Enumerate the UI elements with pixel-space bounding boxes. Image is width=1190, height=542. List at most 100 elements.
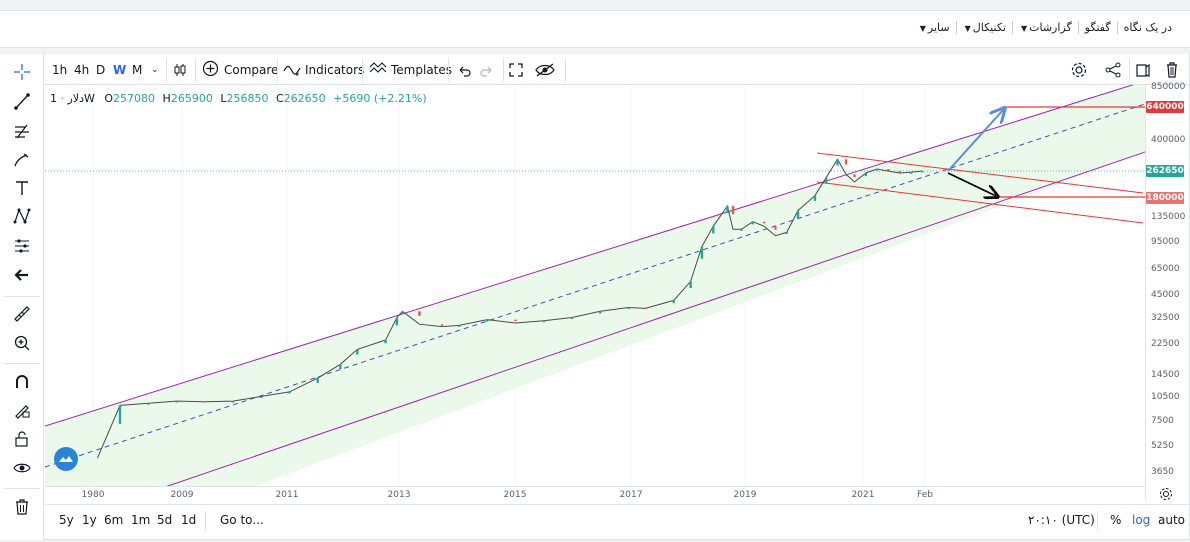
- open-label: O: [104, 92, 114, 105]
- price-candle: [875, 169, 879, 171]
- interval-1h[interactable]: 1h: [52, 63, 68, 77]
- arrow-left-icon[interactable]: [10, 264, 34, 286]
- price-chart[interactable]: [45, 85, 1145, 486]
- undo-icon[interactable]: [456, 61, 472, 79]
- range-5y[interactable]: 5y: [59, 513, 74, 527]
- price-candle: [864, 173, 867, 177]
- ruler-icon[interactable]: [10, 303, 34, 325]
- range-1y[interactable]: 1y: [82, 513, 97, 527]
- channel-median-line: [45, 103, 1145, 468]
- descending-trend-lower: [816, 181, 1144, 224]
- price-candle: [726, 205, 729, 214]
- price-candle: [844, 159, 848, 165]
- site-top-nav: در یک نگاه گفتگو گزارشات▼ تکنیکال▼ سایر▼: [0, 10, 1190, 48]
- chevron-down-icon: ▼: [1020, 24, 1028, 33]
- unlock-icon[interactable]: [10, 428, 34, 450]
- range-1m[interactable]: 1m: [131, 513, 151, 527]
- hide-drawings-icon[interactable]: [534, 61, 556, 79]
- trend-line-icon[interactable]: [10, 90, 34, 112]
- range-5d[interactable]: 5d: [157, 513, 173, 527]
- price-candle: [457, 325, 461, 327]
- range-1d[interactable]: 1d: [181, 513, 197, 527]
- compare-button[interactable]: Compare: [202, 60, 278, 79]
- change-value: +5690 (+2.21%): [333, 92, 427, 105]
- top-nav-menu: در یک نگاه گفتگو گزارشات▼ تکنیکال▼ سایر▼: [912, 21, 1178, 34]
- axis-settings-gear-icon[interactable]: [1159, 487, 1173, 504]
- price-candle: [813, 195, 817, 201]
- ohlc-legend: دلار · 1W O257080 H265900 L256850 C26265…: [50, 92, 427, 105]
- bottom-toolbar: 5y 1y 6m 1m 5d 1d Go to... ۲۰:۱۰ (UTC) %…: [45, 504, 1189, 536]
- price-candle: [700, 246, 704, 259]
- price-candle: [599, 311, 602, 314]
- crosshair-icon[interactable]: [10, 61, 34, 83]
- chevron-down-icon[interactable]: ⌄: [151, 65, 159, 75]
- interval-m[interactable]: M: [132, 63, 143, 77]
- price-axis[interactable]: 850000 400000 135000 95000 65000 45000 32500 22…: [1145, 82, 1190, 500]
- lock-drawing-icon[interactable]: [10, 399, 34, 421]
- nav-item-discussion[interactable]: گفتگو: [1077, 21, 1117, 34]
- templates-button[interactable]: Templates: [369, 61, 452, 79]
- prediction-tool-icon[interactable]: [10, 235, 34, 257]
- price-candle: [514, 319, 517, 322]
- log-scale-toggle[interactable]: log: [1132, 513, 1151, 527]
- text-tool-icon[interactable]: [10, 177, 34, 199]
- price-tick-label: 5250: [1151, 441, 1174, 452]
- price-candle: [627, 307, 630, 310]
- interval-4h[interactable]: 4h: [74, 63, 90, 77]
- nav-item-reports[interactable]: گزارشات▼: [1011, 21, 1078, 34]
- interval-d[interactable]: D: [96, 63, 106, 77]
- low-value: 256850: [226, 92, 269, 105]
- symbol-label[interactable]: دلار: [67, 92, 84, 105]
- range-6m[interactable]: 6m: [104, 513, 124, 527]
- trash-icon[interactable]: [10, 496, 34, 518]
- fullscreen-icon[interactable]: [508, 61, 524, 79]
- price-tick-label: 400000: [1151, 135, 1186, 146]
- timezone-label[interactable]: ۲۰:۱۰ (UTC): [1028, 513, 1095, 527]
- price-candle: [644, 307, 647, 310]
- price-candle: [203, 401, 206, 403]
- nav-item-technical[interactable]: تکنیکال▼: [955, 21, 1012, 34]
- percent-scale-toggle[interactable]: %: [1110, 513, 1122, 527]
- share-icon[interactable]: [1104, 61, 1122, 79]
- price-tick-label: 95000: [1151, 236, 1180, 247]
- time-axis[interactable]: 1980 2009 2011 2013 2015 2017 2019 2021 Feb: [45, 486, 1145, 502]
- target-price-tag-high: 640000: [1146, 101, 1184, 113]
- time-tick-label: Feb: [917, 490, 933, 500]
- auto-scale-toggle[interactable]: auto: [1158, 513, 1186, 527]
- arrow-up-projection: [947, 110, 1003, 172]
- price-candle: [796, 210, 800, 219]
- price-tick-label: 65000: [1151, 263, 1180, 274]
- price-candle: [921, 170, 924, 173]
- indicators-button[interactable]: Indicators: [283, 61, 364, 79]
- price-candle: [118, 405, 122, 424]
- broker-logo[interactable]: [54, 447, 78, 471]
- snapshot-icon[interactable]: [1134, 61, 1152, 79]
- price-tick-label: 45000: [1151, 289, 1180, 300]
- goto-date-button[interactable]: Go to...: [220, 513, 264, 527]
- time-tick-label: 2019: [733, 490, 757, 500]
- time-tick-label: 1980: [81, 490, 105, 500]
- brush-icon[interactable]: [10, 149, 34, 171]
- magnet-icon[interactable]: [10, 371, 34, 393]
- price-candles: [118, 159, 924, 424]
- price-tick-label: 3650: [1151, 467, 1174, 477]
- settings-gear-icon[interactable]: [1070, 61, 1088, 79]
- price-candle: [909, 172, 913, 174]
- pattern-tool-icon[interactable]: [10, 205, 34, 227]
- price-candle: [774, 226, 777, 230]
- fib-tool-icon[interactable]: [10, 120, 34, 142]
- zoom-in-icon[interactable]: [10, 332, 34, 354]
- chevron-down-icon: ▼: [919, 24, 926, 33]
- price-tick-label: 7500: [1151, 416, 1174, 427]
- candles-icon[interactable]: [172, 61, 188, 79]
- eye-icon[interactable]: [10, 457, 34, 479]
- interval-w[interactable]: W: [113, 63, 127, 77]
- price-candle: [260, 396, 263, 399]
- nav-item-other[interactable]: سایر▼: [919, 21, 950, 34]
- nav-item-overview[interactable]: در یک نگاه: [1116, 21, 1178, 34]
- indicators-icon: [283, 61, 301, 80]
- redo-icon[interactable]: [479, 61, 495, 79]
- price-candle: [740, 229, 743, 231]
- trash-icon[interactable]: [1163, 61, 1181, 79]
- price-candle: [486, 319, 489, 322]
